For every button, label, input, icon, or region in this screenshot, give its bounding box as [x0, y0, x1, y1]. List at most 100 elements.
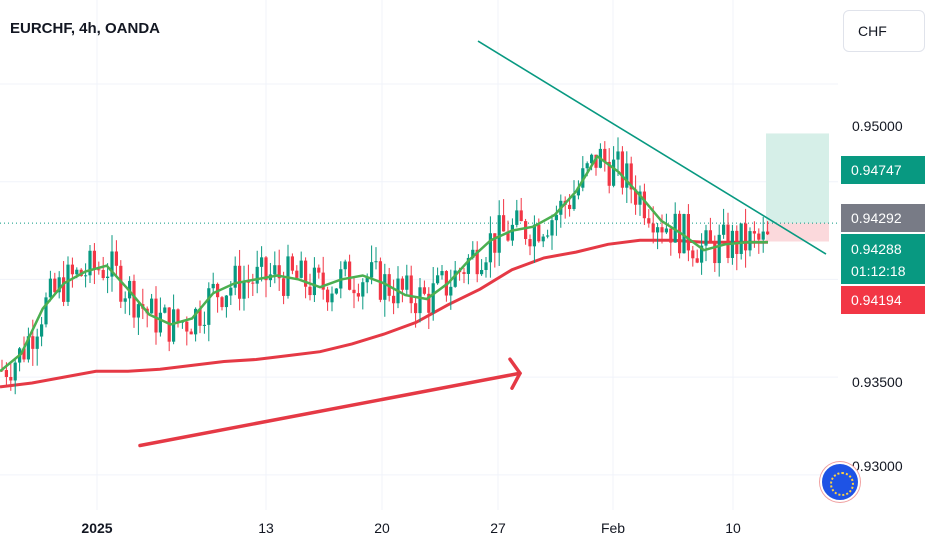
candle-body — [251, 282, 255, 284]
candle-body — [290, 256, 294, 271]
target-price-tag: 0.94747 — [841, 156, 925, 184]
candle-body — [356, 293, 360, 297]
candle-body — [84, 275, 88, 277]
x-tick-label: Feb — [600, 520, 626, 536]
candle-body — [554, 214, 558, 221]
x-tick-label: 20 — [374, 520, 390, 536]
candle-body — [361, 282, 365, 297]
candle-body — [352, 289, 356, 294]
candle-body — [88, 250, 92, 276]
candle-body — [739, 223, 743, 254]
candle-body — [48, 278, 52, 298]
candle-body — [664, 228, 668, 233]
y-tick-label: 0.93500 — [852, 374, 903, 390]
candle-body — [273, 265, 277, 275]
candle-body — [383, 274, 387, 300]
candle-body — [123, 298, 127, 302]
candle-body — [343, 261, 347, 270]
candle-body — [744, 223, 748, 251]
candle-body — [616, 151, 620, 160]
candle-body — [612, 159, 616, 186]
candle-body — [189, 331, 193, 335]
candle-body — [255, 266, 259, 284]
candle-body — [286, 256, 290, 296]
x-tick-label: 2025 — [81, 520, 113, 536]
candle-body — [308, 286, 312, 296]
candle-body — [132, 280, 136, 318]
candle-body — [713, 241, 717, 264]
candle-body — [53, 278, 57, 293]
candle-body — [497, 215, 501, 253]
candle-body — [660, 227, 664, 233]
candle-body — [40, 324, 44, 337]
candle-body — [374, 261, 378, 263]
candle-body — [431, 283, 435, 313]
candle-body — [686, 214, 690, 251]
take-profit-zone[interactable] — [766, 133, 829, 224]
candle-body — [295, 270, 299, 278]
candle-body — [647, 218, 651, 224]
candle-body — [392, 295, 396, 304]
candle-body — [409, 275, 413, 304]
candle-body — [321, 272, 325, 290]
candle-body — [326, 289, 330, 303]
candle-body — [651, 223, 655, 233]
stop-loss-zone[interactable] — [766, 223, 829, 242]
candle-body — [757, 233, 761, 240]
candle-body — [603, 148, 607, 162]
candle-body — [405, 275, 409, 290]
candle-body — [136, 304, 140, 318]
candle-body — [194, 308, 198, 335]
symbol-title: EURCHF, 4h, OANDA — [10, 20, 161, 37]
candle-body — [524, 221, 528, 240]
candle-body — [207, 288, 211, 325]
candle-body — [427, 293, 431, 313]
candle-body — [572, 195, 576, 210]
candle-body — [31, 336, 35, 349]
globe-icon[interactable] — [820, 462, 860, 502]
uptrend-arrow[interactable] — [138, 371, 522, 448]
candle-body — [312, 267, 316, 296]
candle-body — [620, 151, 624, 188]
candle-body — [541, 236, 545, 242]
x-tick-label: 10 — [725, 520, 741, 536]
candle-body — [510, 224, 514, 241]
candle-body — [414, 303, 418, 314]
candle-body — [722, 224, 726, 235]
candle-body — [242, 281, 246, 299]
candle-body — [44, 297, 48, 325]
candle-body — [70, 264, 74, 275]
candle-body — [106, 276, 110, 279]
candle-body — [334, 288, 338, 294]
candle-body — [484, 262, 488, 270]
candle-body — [502, 215, 506, 232]
candle-body — [202, 324, 206, 326]
candle-body — [550, 220, 554, 236]
candle-body — [691, 250, 695, 259]
ema-price-tag: 0.94194 — [841, 286, 925, 314]
candle-body — [568, 204, 572, 210]
currency-label: CHF — [858, 23, 887, 39]
candle-body — [154, 298, 158, 333]
candle-body — [585, 163, 589, 169]
candle-body — [752, 231, 756, 234]
candle-body — [594, 154, 598, 168]
candle-body — [700, 245, 704, 263]
candle-body — [528, 239, 532, 247]
candle-body — [708, 230, 712, 242]
candle-body — [176, 309, 180, 323]
candle-body — [220, 297, 224, 308]
descending-trendline[interactable] — [477, 40, 827, 255]
candle-body — [62, 277, 66, 302]
candle-body — [163, 307, 167, 313]
candle-body — [22, 348, 26, 360]
candle-body — [480, 269, 484, 275]
currency-button[interactable]: CHF — [843, 10, 925, 52]
candle-body — [590, 154, 594, 164]
candle-body — [304, 260, 308, 287]
candle-body — [299, 260, 303, 278]
candle-body — [211, 283, 215, 289]
candle-body — [224, 295, 228, 308]
candle-body — [378, 261, 382, 300]
